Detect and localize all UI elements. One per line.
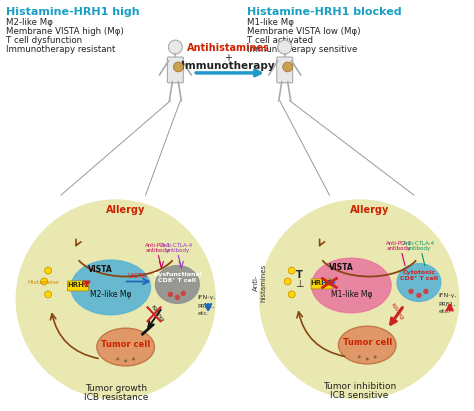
Ellipse shape: [338, 326, 396, 364]
Text: Killing: Killing: [390, 302, 405, 320]
Text: ⊥: ⊥: [295, 279, 304, 289]
Circle shape: [278, 40, 292, 54]
Text: PRF1,: PRF1,: [439, 301, 456, 306]
Circle shape: [124, 360, 127, 363]
Text: PRF1,: PRF1,: [197, 303, 215, 308]
Text: Antihistamines: Antihistamines: [187, 43, 270, 53]
Text: M1-like Mφ: M1-like Mφ: [330, 291, 372, 299]
Ellipse shape: [71, 260, 151, 315]
Text: antibody: antibody: [387, 246, 411, 251]
Ellipse shape: [97, 328, 155, 366]
Text: Tumor inhibition: Tumor inhibition: [323, 382, 396, 391]
Circle shape: [417, 293, 421, 298]
Text: Anti-PD-1: Anti-PD-1: [386, 241, 412, 246]
Text: HRH1: HRH1: [310, 280, 332, 286]
Text: VISTA: VISTA: [128, 272, 147, 279]
Circle shape: [358, 356, 361, 358]
Text: Immunotherapy: Immunotherapy: [181, 61, 275, 71]
Text: VISTA: VISTA: [89, 265, 113, 274]
Text: Immunotherapy sensitive: Immunotherapy sensitive: [247, 45, 357, 54]
Circle shape: [424, 289, 428, 293]
Text: Membrane VISTA high (Mφ): Membrane VISTA high (Mφ): [6, 27, 124, 36]
Text: Histamine-HRH1 high: Histamine-HRH1 high: [6, 7, 140, 17]
Text: M2-like Mφ: M2-like Mφ: [90, 291, 131, 299]
Circle shape: [168, 40, 182, 54]
Circle shape: [168, 292, 173, 296]
Circle shape: [374, 356, 377, 358]
Text: M1-like Mφ: M1-like Mφ: [247, 18, 294, 27]
Text: T cell dysfunction: T cell dysfunction: [6, 36, 82, 45]
Circle shape: [288, 267, 295, 274]
Text: ICB sensitive: ICB sensitive: [330, 391, 389, 399]
Circle shape: [45, 267, 52, 274]
Ellipse shape: [311, 258, 391, 313]
Text: etc.: etc.: [439, 309, 451, 314]
Text: Anti-PD-1: Anti-PD-1: [145, 243, 171, 248]
Text: Anti-CTLA-4: Anti-CTLA-4: [161, 243, 193, 248]
FancyBboxPatch shape: [311, 279, 332, 289]
Ellipse shape: [397, 263, 441, 301]
FancyBboxPatch shape: [67, 281, 88, 291]
Text: T cell activated: T cell activated: [247, 36, 313, 45]
Text: CD8⁺ T cell: CD8⁺ T cell: [400, 277, 438, 282]
Text: Anti-CTLA-4: Anti-CTLA-4: [403, 241, 435, 246]
Circle shape: [41, 278, 47, 285]
Text: Membrane VISTA low (Mφ): Membrane VISTA low (Mφ): [247, 27, 360, 36]
Text: IFN-γ,: IFN-γ,: [197, 296, 216, 300]
Text: Cytotoxic: Cytotoxic: [402, 270, 436, 275]
Circle shape: [45, 291, 52, 298]
Circle shape: [283, 62, 292, 72]
Circle shape: [116, 358, 119, 360]
Circle shape: [182, 291, 185, 296]
Text: Allergy: Allergy: [349, 205, 389, 215]
Text: T: T: [296, 270, 303, 279]
Circle shape: [16, 200, 215, 399]
Circle shape: [409, 289, 413, 293]
Text: M2-like Mφ: M2-like Mφ: [6, 18, 54, 27]
Text: etc.: etc.: [197, 311, 209, 316]
Text: CD8⁺ T cell: CD8⁺ T cell: [158, 279, 196, 284]
Text: ICB resistance: ICB resistance: [83, 393, 148, 402]
Circle shape: [288, 291, 295, 298]
Text: IFN-γ,: IFN-γ,: [439, 293, 457, 298]
Circle shape: [175, 296, 179, 299]
Circle shape: [173, 62, 183, 72]
Text: antibody: antibody: [146, 248, 170, 253]
Text: Histamine: Histamine: [27, 280, 59, 286]
Text: Dysfunctional: Dysfunctional: [153, 272, 202, 277]
Text: antibody: antibody: [165, 248, 190, 253]
Circle shape: [132, 358, 135, 360]
Circle shape: [284, 278, 291, 285]
Circle shape: [366, 358, 369, 360]
Text: Tumor cell: Tumor cell: [343, 338, 392, 347]
Text: Anti-
histamines: Anti- histamines: [254, 263, 266, 302]
Ellipse shape: [155, 266, 199, 303]
Text: Tumor cell: Tumor cell: [101, 340, 150, 349]
Text: Killing: Killing: [149, 304, 164, 322]
Text: Allergy: Allergy: [106, 205, 146, 215]
FancyBboxPatch shape: [277, 57, 292, 83]
Text: antibody: antibody: [407, 246, 431, 251]
Text: Tumor growth: Tumor growth: [85, 384, 147, 393]
FancyBboxPatch shape: [167, 57, 183, 83]
Text: HRH1: HRH1: [67, 282, 89, 289]
Text: +: +: [224, 53, 232, 63]
Text: Immunotherapy resistant: Immunotherapy resistant: [6, 45, 116, 54]
Text: VISTA: VISTA: [329, 263, 354, 272]
Circle shape: [260, 200, 459, 399]
Text: Histamine-HRH1 blocked: Histamine-HRH1 blocked: [247, 7, 401, 17]
